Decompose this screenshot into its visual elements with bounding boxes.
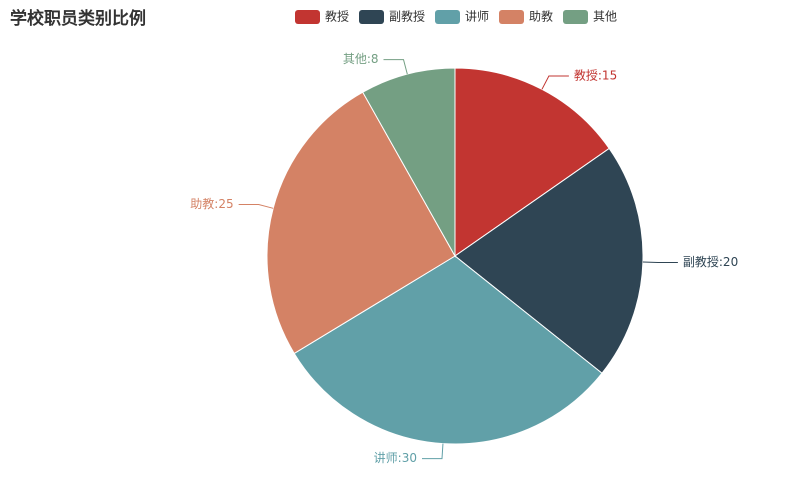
pie-slice — [293, 255, 603, 445]
pie-slice — [266, 91, 456, 355]
data-label: 其他:8 — [343, 52, 379, 66]
legend-label[interactable]: 助教 — [529, 9, 553, 24]
pie-slice — [454, 147, 644, 374]
data-label: 助教:25 — [190, 196, 233, 211]
legend-label[interactable]: 教授 — [325, 9, 349, 24]
legend-label[interactable]: 其他 — [593, 10, 617, 24]
data-label: 副教授:20 — [683, 254, 738, 269]
legend-swatch[interactable] — [563, 10, 588, 24]
legend-label[interactable]: 副教授 — [389, 9, 425, 24]
data-label: 教授:15 — [574, 68, 617, 83]
label-line — [238, 204, 274, 209]
label-line — [421, 443, 444, 460]
legend-swatch[interactable] — [435, 10, 460, 24]
label-line — [541, 75, 569, 90]
pie-slice — [454, 67, 610, 257]
data-label: 讲师:30 — [374, 450, 417, 465]
label-line — [383, 59, 408, 75]
pie-slice — [362, 67, 456, 258]
legend-swatch[interactable] — [295, 10, 320, 24]
legend-swatch[interactable] — [359, 10, 384, 24]
chart-title: 学校职员类别比例 — [10, 8, 146, 29]
legend-label[interactable]: 讲师 — [465, 9, 489, 24]
legend-swatch[interactable] — [499, 10, 524, 24]
